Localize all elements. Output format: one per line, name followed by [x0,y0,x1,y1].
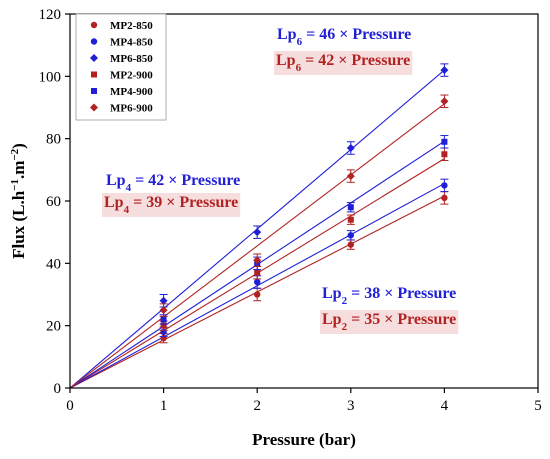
annotation-lp2-blue: Lp2 = 38 × Pressure [322,285,456,307]
y-tick-label: 80 [46,132,61,148]
legend-marker [90,54,98,62]
x-tick-label: 4 [441,398,449,414]
y-axis-title: Flux (L.h−1.m−2) [9,143,28,259]
annotation-lp4-red: Lp4 = 39 × Pressure [104,194,238,216]
data-point [346,172,355,181]
legend-label: MP2-850 [110,20,153,32]
y-tick-label: 60 [46,194,61,210]
annotation-lp6-blue: Lp6 = 46 × Pressure [277,26,411,48]
legend-label: MP4-900 [110,86,153,98]
data-point [253,256,262,265]
data-point [254,278,261,286]
annotation-highlight [102,193,241,217]
y-tick-label: 120 [39,7,62,23]
annotation-lp4-blue: Lp4 = 42 × Pressure [106,172,240,194]
data-point [159,306,168,315]
y-axis-title-prefix: Flux (L.h [9,190,28,259]
data-point [346,144,355,153]
data-point [347,241,354,248]
data-points [159,63,449,344]
fit-line [69,103,445,389]
data-point [160,316,167,323]
data-point [441,151,448,158]
legend-marker [90,38,98,45]
axis-ticks: 0 1 2 3 4 5 0 20 40 60 80 100 120 [39,7,542,414]
data-point [347,216,354,223]
legend-marker [91,88,97,94]
annotation-lp2-red: Lp2 = 35 × Pressure [322,311,456,333]
y-tick-label: 100 [39,69,62,85]
x-tick-label: 5 [534,398,542,414]
data-point [160,322,167,329]
y-tick-label: 0 [54,381,62,397]
legend-marker [91,71,97,78]
x-tick-label: 1 [160,398,168,414]
data-point [440,97,449,106]
legend-label: MP2-900 [110,70,153,82]
legend-box [75,13,167,121]
slope-annotations: Lp6 = 46 × Pressure Lp6 = 42 × Pressure Lp… [102,26,459,334]
annotation-lp6-red: Lp6 = 42 × Pressure [276,52,410,74]
legend-label: MP6-900 [110,103,153,115]
x-axis-title: Pressure (bar) [252,430,356,449]
y-tick-label: 20 [46,319,61,335]
y-axis-title-sup2: −2 [9,148,21,160]
data-point [441,194,448,202]
data-point [441,138,448,145]
data-point [159,296,168,305]
legend-marker [90,21,98,29]
data-point [254,291,261,298]
y-tick-label: 40 [46,256,61,272]
data-point [347,232,354,239]
x-tick-label: 0 [66,398,74,414]
y-axis-title-sup1: −1 [9,179,21,191]
data-point [347,204,354,211]
data-point [440,66,449,75]
data-point [254,269,261,276]
legend-label: MP6-850 [110,53,153,65]
legend-marker [90,103,98,112]
data-point [253,228,262,237]
legend-label: MP4-850 [110,37,153,49]
x-tick-label: 2 [253,398,261,414]
legend: MP2-850 MP4-850 MP6-850 MP2-900 MP4-900 MP6-9… [75,13,167,121]
annotation-highlight [320,310,459,334]
y-axis-title-suffix: ) [9,143,28,149]
data-point [441,182,448,189]
x-tick-label: 3 [347,398,355,414]
annotation-highlight [274,51,413,75]
y-axis-title-mid: .m [9,161,28,179]
